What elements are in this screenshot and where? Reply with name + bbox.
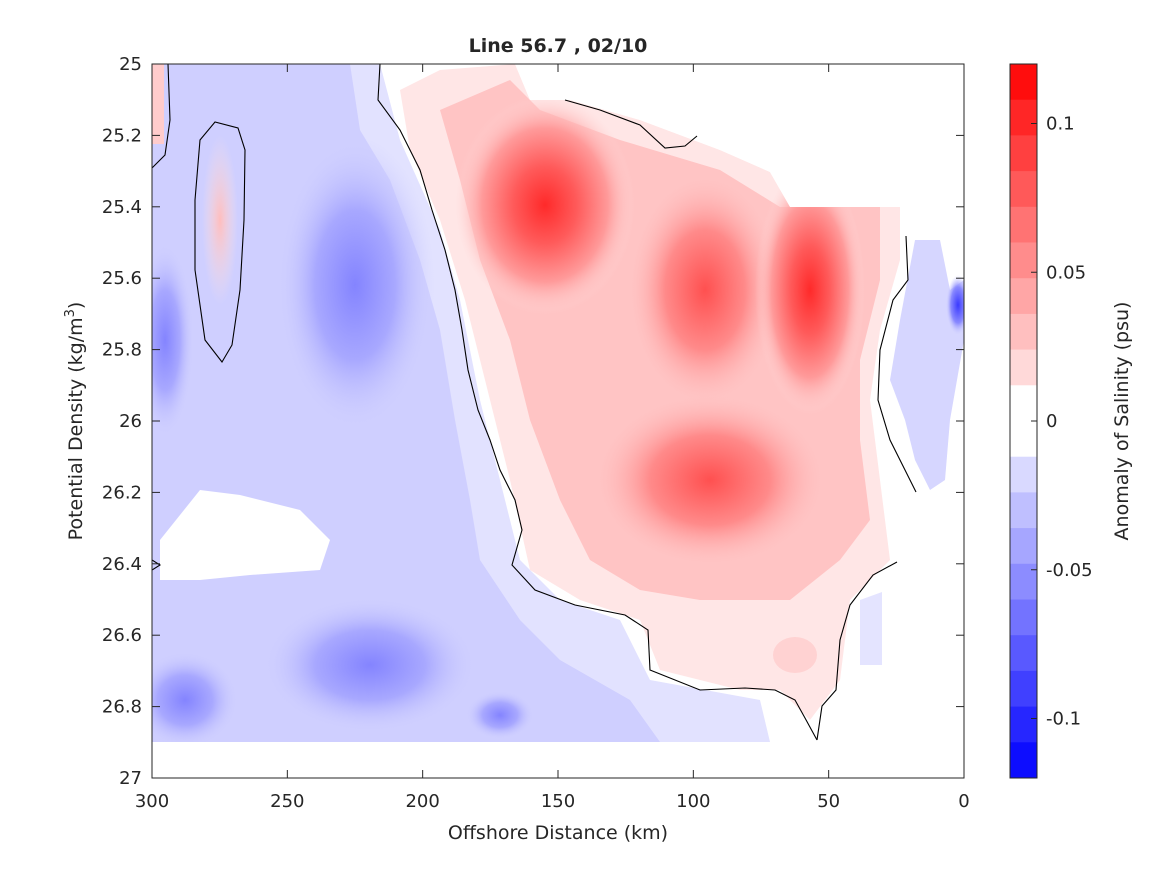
colorbar-segment [1010, 492, 1037, 529]
colorbar-segment [1010, 670, 1037, 708]
zero-contour-main [377, 64, 818, 741]
chart-title: Line 56.7 , 02/10 [469, 35, 648, 57]
pos-small-south [773, 637, 817, 673]
colorbar-segment [1010, 64, 1037, 101]
y-axis-label-superscript: 3 [63, 309, 78, 317]
y-axis-label: Potential Density (kg/m3) [63, 302, 87, 541]
colorbar-tick-label: -0.1 [1046, 709, 1081, 730]
colorbar-segment [1010, 706, 1037, 743]
colorbar-ticks: 0.1 0.05 0 -0.05 -0.1 [1031, 114, 1093, 730]
colorbar-segment [1010, 528, 1037, 565]
y-tick-label: 25 [119, 54, 142, 75]
neg-core-3 [152, 650, 240, 750]
y-tick-label: 25.4 [102, 197, 142, 218]
y-axis-label-close: ) [65, 302, 87, 309]
colorbar-segment [1010, 742, 1037, 779]
colorbar-tick-label: -0.05 [1046, 560, 1093, 581]
colorbar-tick-label: 0.05 [1046, 262, 1086, 283]
y-tick-label: 25.8 [102, 340, 142, 361]
colorbar-segment [1010, 635, 1037, 672]
colorbar-segment [1010, 278, 1037, 315]
y-tick-label: 25.6 [102, 268, 142, 289]
x-tick-label: 50 [817, 791, 840, 812]
zero-contour-east [816, 561, 898, 741]
neg-core-east [946, 275, 964, 335]
colorbar-segment [1010, 349, 1037, 386]
colorbar-tick-label: 0 [1046, 411, 1057, 432]
negative-region-west-white-gap [160, 490, 330, 580]
colorbar-segment [1010, 456, 1037, 493]
no-data-bottom-right [770, 665, 964, 742]
x-tick-label: 300 [135, 791, 169, 812]
salinity-anomaly-field [152, 64, 964, 778]
colorbar [1010, 64, 1037, 779]
x-tick-label: 150 [541, 791, 575, 812]
y-tick-label: 26.4 [102, 554, 142, 575]
negative-patch-east-south [860, 592, 882, 665]
y-tick-label: 25.2 [102, 125, 142, 146]
zero-contour-left-tick [152, 559, 162, 571]
y-tick-label: 26.8 [102, 697, 142, 718]
y-tick-label: 27 [119, 768, 142, 789]
neg-core-5 [152, 240, 195, 440]
pos-core-middle [625, 170, 785, 410]
x-tick-label: 0 [958, 791, 969, 812]
x-tick-label: 200 [405, 791, 439, 812]
zero-contour-west-edge [152, 64, 171, 169]
y-tick-label: 26.6 [102, 625, 142, 646]
colorbar-segment [1010, 385, 1037, 422]
zero-contour [152, 64, 917, 741]
zero-contour-top-lobe [564, 99, 698, 149]
zero-contour-coast [877, 235, 917, 493]
y-axis-label-main: Potential Density (kg/m [65, 317, 87, 540]
pos-core-east [755, 165, 865, 415]
neg-core-2 [260, 595, 480, 735]
pos-edge-strip [152, 64, 164, 144]
negative-region-east [890, 240, 964, 490]
neg-core-4 [465, 690, 535, 740]
colorbar-segment [1010, 135, 1037, 172]
no-data-top-right [515, 64, 964, 207]
colorbar-segment [1010, 599, 1037, 636]
colorbar-tick-label: 0.1 [1046, 114, 1075, 135]
colorbar-segment [1010, 242, 1037, 279]
colorbar-segment [1010, 421, 1037, 458]
colorbar-label: Anomaly of Salinity (psu) [1111, 302, 1133, 541]
y-tick-label: 26.2 [102, 482, 142, 503]
no-data-east [900, 207, 964, 260]
pos-core-west-narrow [202, 135, 238, 305]
colorbar-segment [1010, 313, 1037, 351]
x-tick-label: 250 [270, 791, 304, 812]
x-axis-label: Offshore Distance (km) [448, 822, 668, 844]
zero-contour-west-lens [194, 121, 246, 363]
x-tick-label: 100 [676, 791, 710, 812]
colorbar-segment [1010, 171, 1037, 208]
y-tick-label: 26 [119, 411, 142, 432]
y-axis: 25 25.2 25.4 25.6 25.8 26 26.2 26.4 26.6 26.8 27 [102, 54, 964, 789]
pos-core-main [455, 95, 635, 315]
colorbar-segment [1010, 206, 1037, 243]
colorbar-segment [1010, 563, 1037, 600]
neg-core-1 [275, 135, 435, 435]
colorbar-segment [1010, 99, 1037, 136]
x-axis: 300 250 200 150 100 50 0 [135, 64, 970, 812]
pos-lobe-south [590, 390, 830, 570]
